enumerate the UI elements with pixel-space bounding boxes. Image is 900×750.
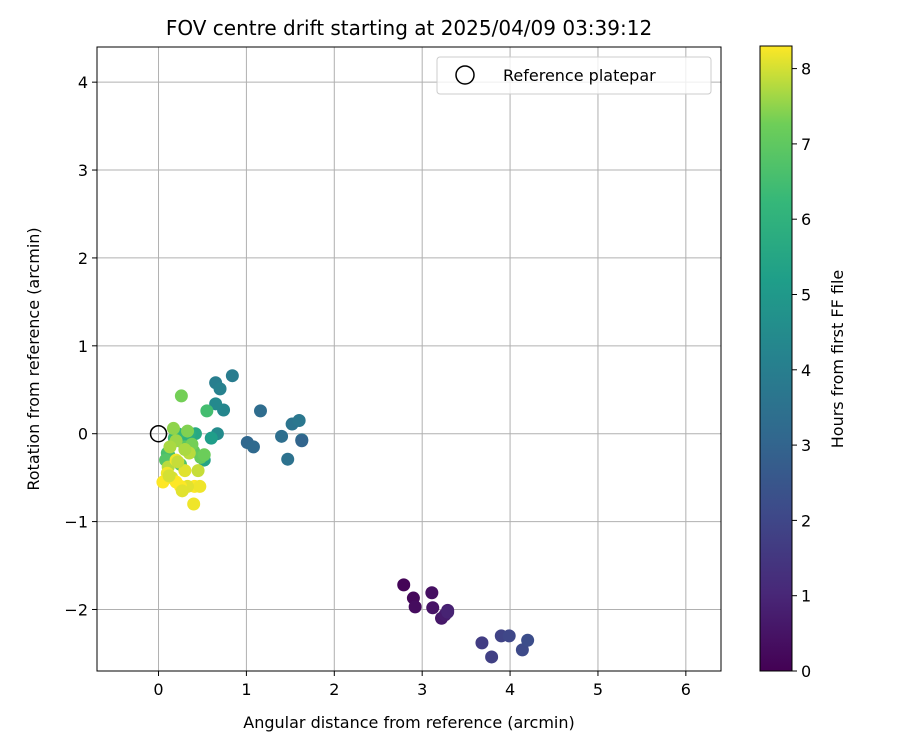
data-point	[191, 464, 205, 478]
y-tick-label: −2	[64, 600, 88, 619]
y-axis-label: Rotation from reference (arcmin)	[24, 227, 43, 490]
data-point	[187, 497, 201, 511]
data-point	[425, 586, 439, 600]
colorbar-tick-label: 7	[801, 135, 811, 154]
x-tick-label: 3	[417, 680, 427, 699]
x-tick-label: 1	[241, 680, 251, 699]
data-point	[193, 479, 207, 493]
data-point	[246, 440, 260, 454]
grid-lines	[97, 47, 721, 671]
x-tick-label: 2	[329, 680, 339, 699]
data-point	[213, 382, 227, 396]
y-tick-label: 1	[78, 337, 88, 356]
colorbar: 0 1 2 3 4 5 6 7 8 Hours from first FF file	[759, 45, 847, 681]
colorbar-tick-label: 1	[801, 587, 811, 606]
colorbar-tick-label: 0	[801, 662, 811, 681]
y-tick-label: 2	[78, 249, 88, 268]
legend: Reference platepar	[436, 56, 712, 95]
y-axis-ticks: −2 −1 0 1 2 3 4	[64, 73, 97, 619]
colorbar-label: Hours from first FF file	[828, 270, 847, 449]
x-tick-label: 5	[593, 680, 603, 699]
colorbar-tick-label: 4	[801, 361, 811, 380]
data-point	[178, 443, 192, 457]
colorbar-tick-label: 8	[801, 60, 811, 79]
colorbar-tick-label: 5	[801, 285, 811, 304]
data-point	[204, 431, 218, 445]
y-tick-label: 0	[78, 425, 88, 444]
data-point	[397, 578, 411, 592]
x-tick-label: 6	[681, 680, 691, 699]
data-point	[441, 605, 455, 619]
data-point	[281, 452, 295, 466]
data-point	[502, 629, 516, 643]
colorbar-ticks: 0 1 2 3 4 5 6 7 8	[792, 60, 811, 681]
data-point	[197, 448, 211, 462]
x-tick-label: 0	[153, 680, 163, 699]
data-point	[485, 650, 499, 664]
data-point	[178, 464, 192, 478]
chart-title: FOV centre drift starting at 2025/04/09 …	[166, 16, 652, 40]
data-point	[295, 434, 309, 448]
colorbar-gradient	[759, 45, 793, 672]
legend-marker-icon	[455, 65, 475, 85]
data-point	[163, 440, 177, 454]
colorbar-tick-label: 6	[801, 210, 811, 229]
data-point	[174, 389, 188, 403]
y-tick-label: 3	[78, 161, 88, 180]
x-axis-ticks: 0 1 2 3 4 5 6	[153, 671, 691, 699]
data-points	[156, 369, 535, 664]
colorbar-tick-label: 3	[801, 436, 811, 455]
data-point	[275, 429, 289, 443]
data-point	[408, 600, 422, 614]
data-point	[225, 369, 239, 383]
data-point	[426, 601, 440, 615]
data-point	[181, 424, 195, 438]
reference-platepar-marker	[149, 424, 168, 443]
data-point	[171, 455, 185, 469]
data-point	[475, 636, 489, 650]
data-point	[162, 469, 176, 483]
colorbar-tick-label: 2	[801, 511, 811, 530]
data-point	[209, 397, 223, 411]
data-point	[175, 484, 189, 498]
data-point	[166, 421, 180, 435]
y-tick-label: −1	[64, 513, 88, 532]
data-point	[515, 643, 529, 657]
data-point	[253, 404, 267, 418]
plot-frame	[96, 46, 722, 672]
y-tick-label: 4	[78, 73, 88, 92]
legend-label: Reference platepar	[503, 66, 656, 85]
data-point	[521, 633, 535, 647]
x-tick-label: 4	[505, 680, 515, 699]
legend-box	[436, 56, 712, 95]
data-point	[292, 414, 306, 428]
data-point	[200, 404, 214, 418]
x-axis-label: Angular distance from reference (arcmin)	[243, 713, 574, 732]
